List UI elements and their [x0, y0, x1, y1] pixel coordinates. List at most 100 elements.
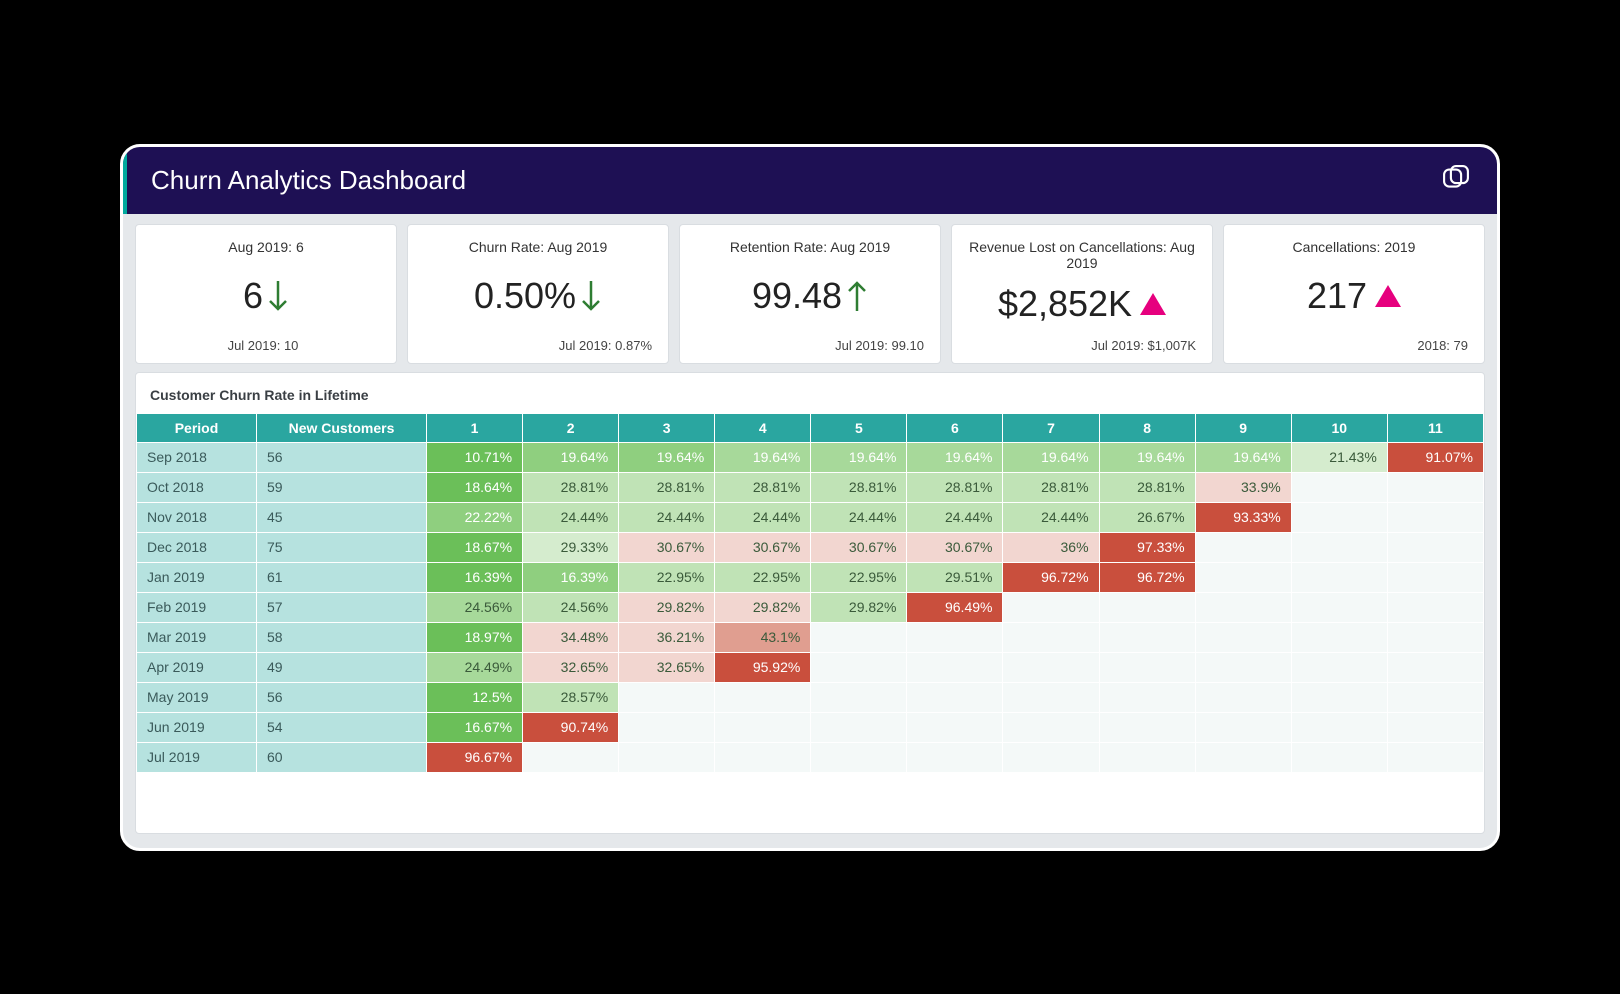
kpi-row: Aug 2019: 66Jul 2019: 10Churn Rate: Aug …	[123, 214, 1497, 372]
cohort-cell	[907, 652, 1003, 682]
cohort-cell: 19.64%	[811, 442, 907, 472]
cohort-panel: Customer Churn Rate in Lifetime PeriodNe…	[135, 372, 1485, 834]
kpi-card[interactable]: Retention Rate: Aug 201999.48Jul 2019: 9…	[679, 224, 941, 364]
cohort-cell	[907, 742, 1003, 772]
kpi-card[interactable]: Aug 2019: 66Jul 2019: 10	[135, 224, 397, 364]
kpi-card[interactable]: Cancellations: 20192172018: 79	[1223, 224, 1485, 364]
cohort-cell: 19.64%	[1195, 442, 1291, 472]
cohort-column-header: 1	[427, 413, 523, 442]
cohort-cell	[1291, 712, 1387, 742]
table-row: Oct 20185918.64%28.81%28.81%28.81%28.81%…	[137, 472, 1484, 502]
cohort-cell: 90.74%	[523, 712, 619, 742]
cohort-cell	[715, 712, 811, 742]
table-row: May 20195612.5%28.57%	[137, 682, 1484, 712]
cohort-period: Oct 2018	[137, 472, 257, 502]
cohort-cell	[1195, 742, 1291, 772]
cohort-new-customers: 61	[257, 562, 427, 592]
cohort-title: Customer Churn Rate in Lifetime	[136, 383, 1484, 413]
cohort-cell: 24.49%	[427, 652, 523, 682]
cohort-cell	[907, 622, 1003, 652]
table-row: Jun 20195416.67%90.74%	[137, 712, 1484, 742]
cohort-new-customers: 54	[257, 712, 427, 742]
cohort-column-header: 10	[1291, 413, 1387, 442]
cohort-period: Jul 2019	[137, 742, 257, 772]
cohort-cell	[1003, 652, 1099, 682]
dashboard-frame: Churn Analytics Dashboard Aug 2019: 66Ju…	[120, 144, 1500, 851]
cohort-cell	[1291, 622, 1387, 652]
cohort-cell: 24.44%	[523, 502, 619, 532]
cohort-cell	[1291, 652, 1387, 682]
cohort-period: Mar 2019	[137, 622, 257, 652]
cohort-cell: 93.33%	[1195, 502, 1291, 532]
cohort-cell: 36.21%	[619, 622, 715, 652]
cohort-new-customers: 58	[257, 622, 427, 652]
cohort-column-header: 5	[811, 413, 907, 442]
cohort-cell: 19.64%	[523, 442, 619, 472]
cohort-new-customers: 60	[257, 742, 427, 772]
cohort-cell: 33.9%	[1195, 472, 1291, 502]
kpi-indicator-icon	[1136, 293, 1166, 315]
kpi-indicator-icon	[1371, 285, 1401, 307]
cohort-table: PeriodNew Customers1234567891011 Sep 201…	[136, 413, 1484, 773]
cohort-cell	[1387, 652, 1483, 682]
cohort-cell: 22.95%	[619, 562, 715, 592]
cohort-cell	[619, 712, 715, 742]
cohort-period: Apr 2019	[137, 652, 257, 682]
cohort-new-customers: 49	[257, 652, 427, 682]
cohort-cell: 28.57%	[523, 682, 619, 712]
cohort-cell	[1387, 682, 1483, 712]
cohort-period: Jun 2019	[137, 712, 257, 742]
cohort-column-header: 4	[715, 413, 811, 442]
cohort-cell	[1291, 472, 1387, 502]
cohort-cell	[811, 682, 907, 712]
cohort-column-header: 8	[1099, 413, 1195, 442]
kpi-value: 6	[243, 278, 263, 314]
kpi-value: $2,852K	[998, 286, 1132, 322]
cohort-cell	[811, 742, 907, 772]
cohort-cell: 30.67%	[907, 532, 1003, 562]
cohort-cell: 30.67%	[715, 532, 811, 562]
cohort-cell	[1099, 682, 1195, 712]
cohort-cell: 19.64%	[907, 442, 1003, 472]
kpi-comparison: 2018: 79	[1234, 338, 1474, 353]
kpi-card[interactable]: Churn Rate: Aug 20190.50%Jul 2019: 0.87%	[407, 224, 669, 364]
cohort-cell	[1195, 682, 1291, 712]
table-row: Dec 20187518.67%29.33%30.67%30.67%30.67%…	[137, 532, 1484, 562]
cohort-cell: 28.81%	[1003, 472, 1099, 502]
brand-logo-icon	[1439, 161, 1473, 200]
cohort-cell	[811, 712, 907, 742]
cohort-cell: 97.33%	[1099, 532, 1195, 562]
table-row: Nov 20184522.22%24.44%24.44%24.44%24.44%…	[137, 502, 1484, 532]
cohort-cell: 34.48%	[523, 622, 619, 652]
cohort-cell	[715, 682, 811, 712]
cohort-cell: 24.44%	[715, 502, 811, 532]
cohort-cell	[1387, 742, 1483, 772]
cohort-cell	[1003, 682, 1099, 712]
cohort-column-header: 6	[907, 413, 1003, 442]
cohort-cell	[1099, 652, 1195, 682]
cohort-new-customers: 56	[257, 442, 427, 472]
kpi-value-row: $2,852K	[962, 286, 1202, 322]
cohort-cell	[1099, 742, 1195, 772]
table-row: Apr 20194924.49%32.65%32.65%95.92%	[137, 652, 1484, 682]
kpi-title: Aug 2019: 6	[146, 239, 386, 255]
cohort-column-header: 9	[1195, 413, 1291, 442]
kpi-title: Cancellations: 2019	[1234, 239, 1474, 255]
cohort-cell: 18.97%	[427, 622, 523, 652]
cohort-cell: 24.56%	[427, 592, 523, 622]
kpi-card[interactable]: Revenue Lost on Cancellations: Aug 2019$…	[951, 224, 1213, 364]
cohort-column-header: 3	[619, 413, 715, 442]
cohort-period: Dec 2018	[137, 532, 257, 562]
cohort-cell	[1195, 712, 1291, 742]
cohort-column-header: New Customers	[257, 413, 427, 442]
cohort-cell: 29.82%	[811, 592, 907, 622]
cohort-header-row: PeriodNew Customers1234567891011	[137, 413, 1484, 442]
cohort-new-customers: 57	[257, 592, 427, 622]
cohort-cell: 24.56%	[523, 592, 619, 622]
kpi-value: 99.48	[752, 278, 842, 314]
table-row: Mar 20195818.97%34.48%36.21%43.1%	[137, 622, 1484, 652]
cohort-cell	[1195, 652, 1291, 682]
cohort-cell	[811, 622, 907, 652]
cohort-new-customers: 56	[257, 682, 427, 712]
cohort-cell	[1003, 742, 1099, 772]
